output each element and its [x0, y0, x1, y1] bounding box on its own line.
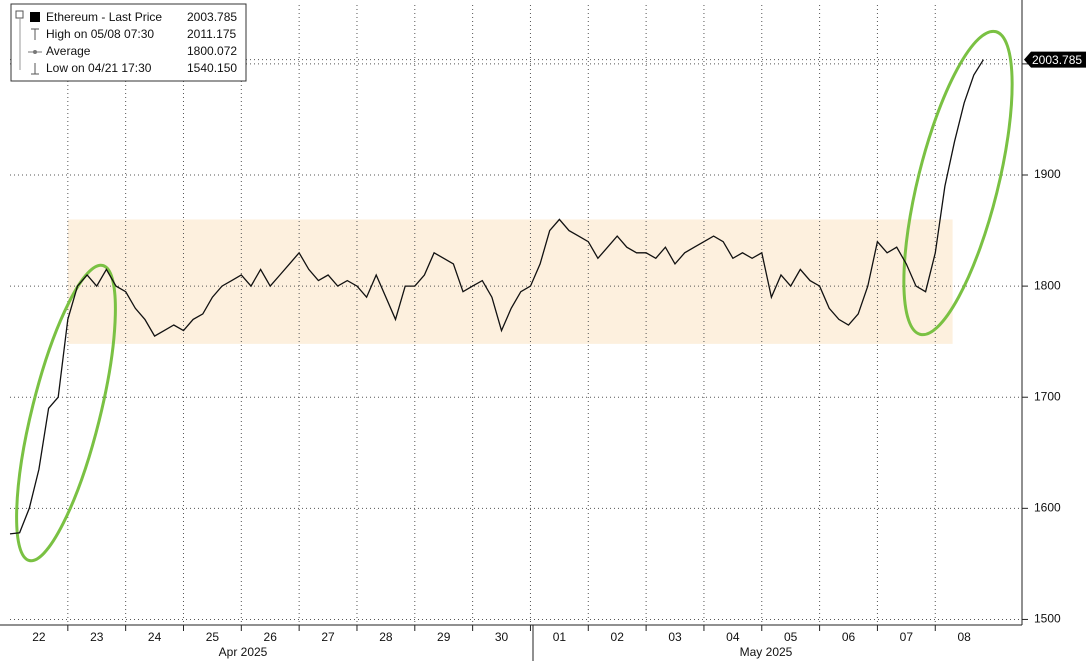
- legend-box: [10, 3, 247, 82]
- x-tick-label: 25: [206, 630, 220, 644]
- legend-value: 1800.072: [187, 44, 237, 58]
- legend-value: 1540.150: [187, 61, 237, 75]
- y-tick-label: 1900: [1034, 167, 1061, 181]
- month-label: May 2025: [740, 645, 793, 659]
- x-tick-label: 07: [900, 630, 914, 644]
- highlight-ellipse: [902, 29, 1014, 337]
- legend-label: Low on 04/21 17:30: [46, 61, 152, 75]
- y-tick-label: 1700: [1034, 389, 1061, 403]
- legend-label: Average: [46, 44, 91, 58]
- x-tick-label: 24: [148, 630, 162, 644]
- x-tick-label: 29: [437, 630, 451, 644]
- x-tick-label: 04: [726, 630, 740, 644]
- y-tick-label: 1500: [1034, 612, 1061, 626]
- legend-icon: [30, 12, 40, 22]
- x-tick-label: 28: [379, 630, 393, 644]
- legend-label: Ethereum - Last Price: [46, 10, 162, 24]
- x-tick-label: 01: [553, 630, 567, 644]
- y-tick-label: 1800: [1034, 278, 1061, 292]
- last-price-label: 2003.785: [1032, 53, 1082, 67]
- x-tick-label: 03: [668, 630, 682, 644]
- x-tick-label: 22: [32, 630, 46, 644]
- legend: Ethereum - Last Price 2003.785 High on 0…: [10, 3, 247, 82]
- legend-label: High on 05/08 07:30: [46, 27, 154, 41]
- highlight-ellipse: [15, 263, 117, 563]
- price-line: [9, 59, 984, 535]
- range-band: [67, 219, 953, 344]
- x-tick-label: 06: [842, 630, 856, 644]
- x-tick-label: 08: [957, 630, 971, 644]
- last-price-tag: [1024, 51, 1086, 68]
- x-tick-label: 30: [495, 630, 509, 644]
- legend-value: 2011.175: [187, 27, 236, 41]
- x-tick-label: 02: [611, 630, 625, 644]
- y-tick-label: 1600: [1034, 501, 1061, 515]
- legend-icon: [33, 50, 37, 54]
- month-label: Apr 2025: [219, 645, 268, 659]
- x-tick-label: 23: [90, 630, 104, 644]
- x-tick-label: 05: [784, 630, 798, 644]
- x-tick-label: 26: [264, 630, 278, 644]
- legend-value: 2003.785: [187, 10, 237, 24]
- x-tick-label: 27: [321, 630, 335, 644]
